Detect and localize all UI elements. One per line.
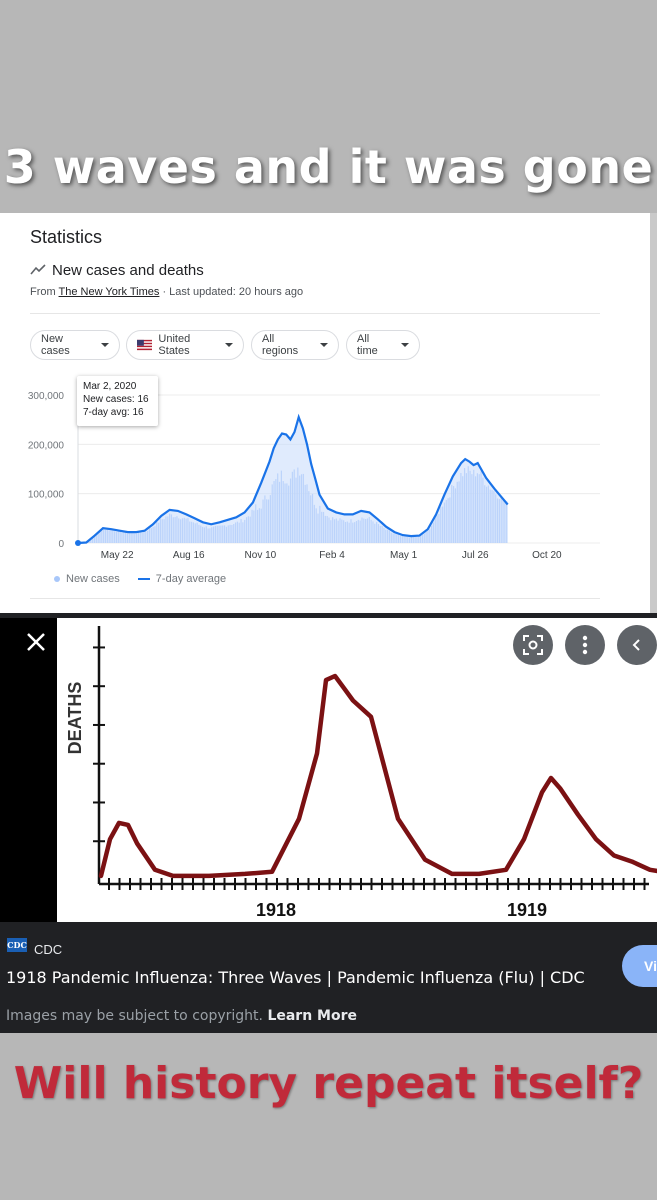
source-line: From The New York Times · Last updated: … — [30, 286, 303, 298]
x-tick-label: May 1 — [390, 550, 418, 561]
filter-country[interactable]: United States — [126, 330, 244, 360]
divider — [30, 598, 600, 599]
caret-down-icon — [101, 343, 109, 347]
chevron-left-icon — [632, 639, 640, 651]
filter-label: All regions — [262, 333, 299, 357]
caret-down-icon — [320, 343, 328, 347]
x-tick-label: Oct 20 — [532, 550, 562, 561]
cases-area — [78, 417, 508, 543]
filter-label: United States — [158, 333, 191, 357]
lens-search-button[interactable] — [513, 625, 553, 665]
tooltip-average: 7-day avg: 16 — [83, 407, 144, 418]
source-name[interactable]: CDC — [34, 942, 63, 957]
series-title: New cases and deaths — [52, 262, 204, 279]
image-caption[interactable]: 1918 Pandemic Influenza: Three Waves | P… — [6, 968, 585, 987]
x-tick-label-1918: 1918 — [256, 900, 296, 920]
caret-down-icon — [225, 343, 233, 347]
copyright-notice: Images may be subject to copyright. Lear… — [6, 1008, 357, 1024]
more-vert-icon — [582, 635, 588, 655]
tooltip-new-cases: New cases: 16 — [83, 394, 149, 405]
statistics-title: Statistics — [30, 227, 103, 247]
x-tick-label: May 22 — [101, 550, 134, 561]
y-tick-label: 100,000 — [28, 490, 65, 501]
y-axis-label: DEATHS — [65, 682, 85, 755]
more-options-button[interactable] — [565, 625, 605, 665]
caret-down-icon — [401, 343, 409, 347]
cdc-logo: CDC — [7, 938, 27, 952]
trending-icon — [30, 264, 46, 275]
y-tick-label: 300,000 — [28, 391, 65, 402]
visit-button[interactable]: Vi — [622, 945, 657, 987]
x-tick-label-1919: 1919 — [507, 900, 547, 920]
card-edge — [650, 213, 657, 613]
hover-point — [75, 540, 81, 546]
x-tick-label: Jul 26 — [462, 550, 489, 561]
filter-time[interactable]: All time — [346, 330, 420, 360]
filter-new-cases[interactable]: New cases — [30, 330, 120, 360]
previous-button[interactable] — [617, 625, 657, 665]
x-tick-label: Aug 16 — [173, 550, 205, 561]
legend-new-cases: New cases — [54, 573, 120, 585]
learn-more-link[interactable]: Learn More — [267, 1008, 357, 1024]
flu-deaths-line — [98, 673, 657, 879]
filter-label: All time — [357, 333, 378, 357]
chart-tooltip: Mar 2, 2020 New cases: 16 7-day avg: 16 — [77, 376, 158, 426]
legend-average: 7-day average — [137, 573, 226, 585]
copyright-text: Images may be subject to copyright. — [6, 1008, 263, 1024]
filter-label: New cases — [41, 333, 70, 357]
close-icon[interactable] — [16, 622, 56, 662]
filter-regions[interactable]: All regions — [251, 330, 339, 360]
lens-icon — [523, 635, 543, 655]
x-tick-label: Feb 4 — [319, 550, 345, 561]
us-flag-icon — [137, 339, 153, 351]
y-tick-label: 0 — [58, 539, 64, 550]
last-updated: · Last updated: 20 hours ago — [159, 286, 304, 298]
seven-day-average-line — [77, 413, 509, 545]
tooltip-date: Mar 2, 2020 — [83, 381, 137, 392]
flu-deaths-chart: DEATHS 1918 1919 — [65, 626, 657, 920]
chart-legend: New cases 7-day average — [54, 573, 226, 585]
viewer-left-margin — [0, 618, 57, 922]
source-prefix: From — [30, 286, 59, 298]
footer-text: Will history repeat itself? — [13, 1058, 644, 1109]
divider — [30, 313, 600, 314]
x-tick-label: Nov 10 — [245, 550, 277, 561]
y-tick-label: 200,000 — [28, 440, 65, 451]
covid-cases-chart[interactable]: 0 100,000 200,000 300,000 May 22 Aug 16 Nov 1… — [0, 365, 650, 570]
header-text: 3 waves and it was gone — [3, 140, 654, 194]
source-link[interactable]: The New York Times — [58, 286, 160, 298]
